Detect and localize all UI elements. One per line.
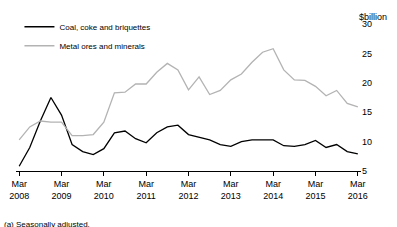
svg-text:Mar2015: Mar2015 [305,179,325,201]
svg-text:15: 15 [362,107,372,117]
svg-text:Mar2010: Mar2010 [94,179,114,201]
svg-text:5: 5 [362,166,367,176]
svg-text:$billion: $billion [359,12,387,22]
svg-text:Metal ores and minerals: Metal ores and minerals [59,42,144,51]
svg-text:Mar2008: Mar2008 [9,179,29,201]
svg-text:Mar2012: Mar2012 [178,179,198,201]
svg-text:25: 25 [362,49,372,59]
svg-text:Mar2009: Mar2009 [51,179,71,201]
svg-text:Mar2014: Mar2014 [263,179,283,201]
svg-text:20: 20 [362,78,372,88]
svg-text:Mar2013: Mar2013 [221,179,241,201]
svg-text:30: 30 [362,19,372,29]
svg-text:10: 10 [362,137,372,147]
svg-text:Mar2011: Mar2011 [136,179,155,201]
svg-text:(a) Seasonally adjusted.: (a) Seasonally adjusted. [4,220,90,227]
svg-text:Coal, coke and briquettes: Coal, coke and briquettes [59,23,150,32]
svg-text:Mar2016: Mar2016 [348,179,368,201]
